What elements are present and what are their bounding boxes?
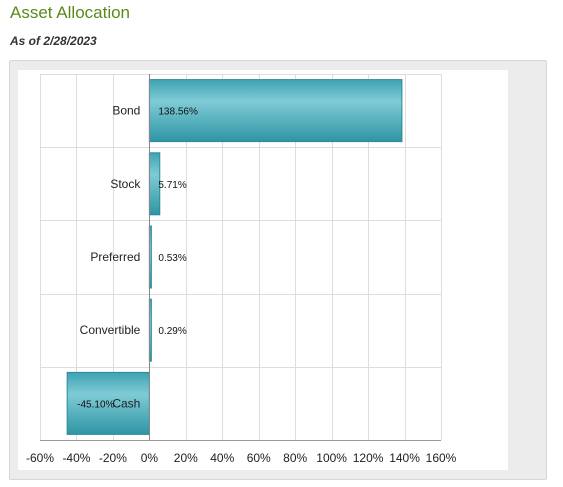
data-label: 5.71%	[158, 180, 186, 191]
labels: Bond 138.56% Stock 5.71% Preferred 0.53% Conve…	[26, 104, 457, 465]
data-label: 0.53%	[158, 253, 186, 264]
x-tick-label: 80%	[283, 451, 307, 465]
x-tick-label: 40%	[210, 451, 234, 465]
x-tick-label: 60%	[247, 451, 271, 465]
x-tick-label: 0%	[141, 451, 159, 465]
category-label: Bond	[112, 104, 140, 118]
data-label: -45.10%	[77, 399, 114, 410]
category-label: Preferred	[90, 250, 140, 264]
category-label: Cash	[112, 396, 140, 410]
x-tick-label: 100%	[316, 451, 347, 465]
category-label: Stock	[110, 177, 141, 191]
category-label: Convertible	[80, 323, 141, 337]
data-label: 138.56%	[158, 107, 198, 118]
x-tick-label: -60%	[26, 451, 54, 465]
x-tick-label: -40%	[62, 451, 90, 465]
page-title: Asset Allocation	[10, 3, 131, 22]
x-tick-label: 20%	[174, 451, 198, 465]
bar-cash	[66, 371, 150, 435]
x-tick-label: 160%	[426, 451, 457, 465]
axes	[40, 74, 441, 441]
as-of-date: As of 2/28/2023	[10, 34, 97, 48]
data-label: 0.29%	[158, 326, 186, 337]
bars	[66, 79, 403, 435]
x-tick-label: -20%	[99, 451, 127, 465]
x-tick-label: 140%	[389, 451, 420, 465]
x-tick-label: 120%	[353, 451, 384, 465]
bar-bond	[148, 79, 403, 143]
